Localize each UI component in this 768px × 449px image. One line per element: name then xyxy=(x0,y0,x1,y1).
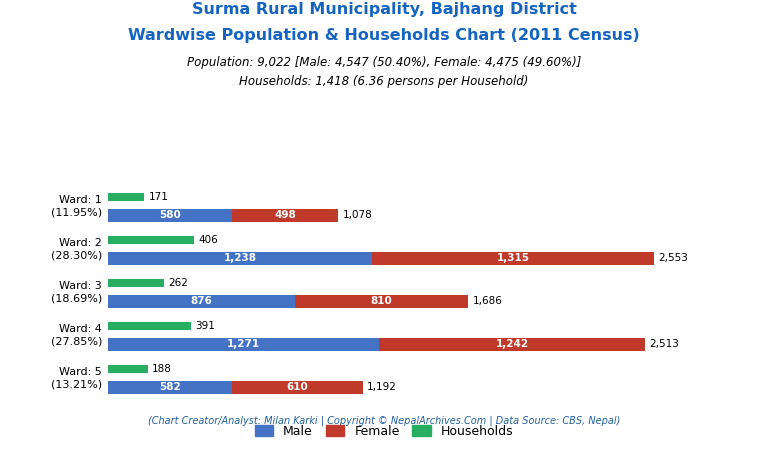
Text: (Chart Creator/Analyst: Milan Karki | Copyright © NepalArchives.Com | Data Sourc: (Chart Creator/Analyst: Milan Karki | Co… xyxy=(147,415,621,426)
Bar xyxy=(372,252,654,265)
Text: 876: 876 xyxy=(190,296,212,306)
Bar xyxy=(108,252,372,265)
Bar xyxy=(108,194,144,201)
Text: 1,242: 1,242 xyxy=(495,339,529,349)
Text: 810: 810 xyxy=(371,296,392,306)
Text: 1,315: 1,315 xyxy=(497,253,530,264)
Bar xyxy=(108,279,164,287)
Text: 610: 610 xyxy=(286,383,308,392)
Bar xyxy=(232,381,362,394)
Text: 188: 188 xyxy=(152,364,172,374)
Text: 1,078: 1,078 xyxy=(343,211,372,220)
Text: 391: 391 xyxy=(195,321,215,331)
Text: 2,553: 2,553 xyxy=(658,253,688,264)
Text: Population: 9,022 [Male: 4,547 (50.40%), Female: 4,475 (49.60%)]: Population: 9,022 [Male: 4,547 (50.40%),… xyxy=(187,56,581,69)
Bar xyxy=(108,338,379,351)
Text: 582: 582 xyxy=(159,383,180,392)
Bar xyxy=(108,365,147,373)
Text: 580: 580 xyxy=(159,211,180,220)
Text: Households: 1,418 (6.36 persons per Household): Households: 1,418 (6.36 persons per Hous… xyxy=(240,75,528,88)
Text: 1,271: 1,271 xyxy=(227,339,260,349)
Text: 498: 498 xyxy=(274,211,296,220)
Text: Wardwise Population & Households Chart (2011 Census): Wardwise Population & Households Chart (… xyxy=(128,28,640,43)
Text: 171: 171 xyxy=(148,192,168,202)
Bar xyxy=(379,338,645,351)
Legend: Male, Female, Households: Male, Female, Households xyxy=(250,420,518,443)
Bar xyxy=(232,209,338,222)
Text: 1,192: 1,192 xyxy=(367,383,397,392)
Text: 2,513: 2,513 xyxy=(650,339,680,349)
Text: 262: 262 xyxy=(168,278,187,288)
Text: 1,686: 1,686 xyxy=(472,296,502,306)
Bar xyxy=(108,381,232,394)
Text: 406: 406 xyxy=(199,235,218,245)
Bar xyxy=(108,322,191,330)
Bar xyxy=(108,295,295,308)
Bar xyxy=(108,236,194,244)
Bar xyxy=(108,209,232,222)
Text: 1,238: 1,238 xyxy=(223,253,257,264)
Bar xyxy=(295,295,468,308)
Text: Surma Rural Municipality, Bajhang District: Surma Rural Municipality, Bajhang Distri… xyxy=(191,2,577,17)
